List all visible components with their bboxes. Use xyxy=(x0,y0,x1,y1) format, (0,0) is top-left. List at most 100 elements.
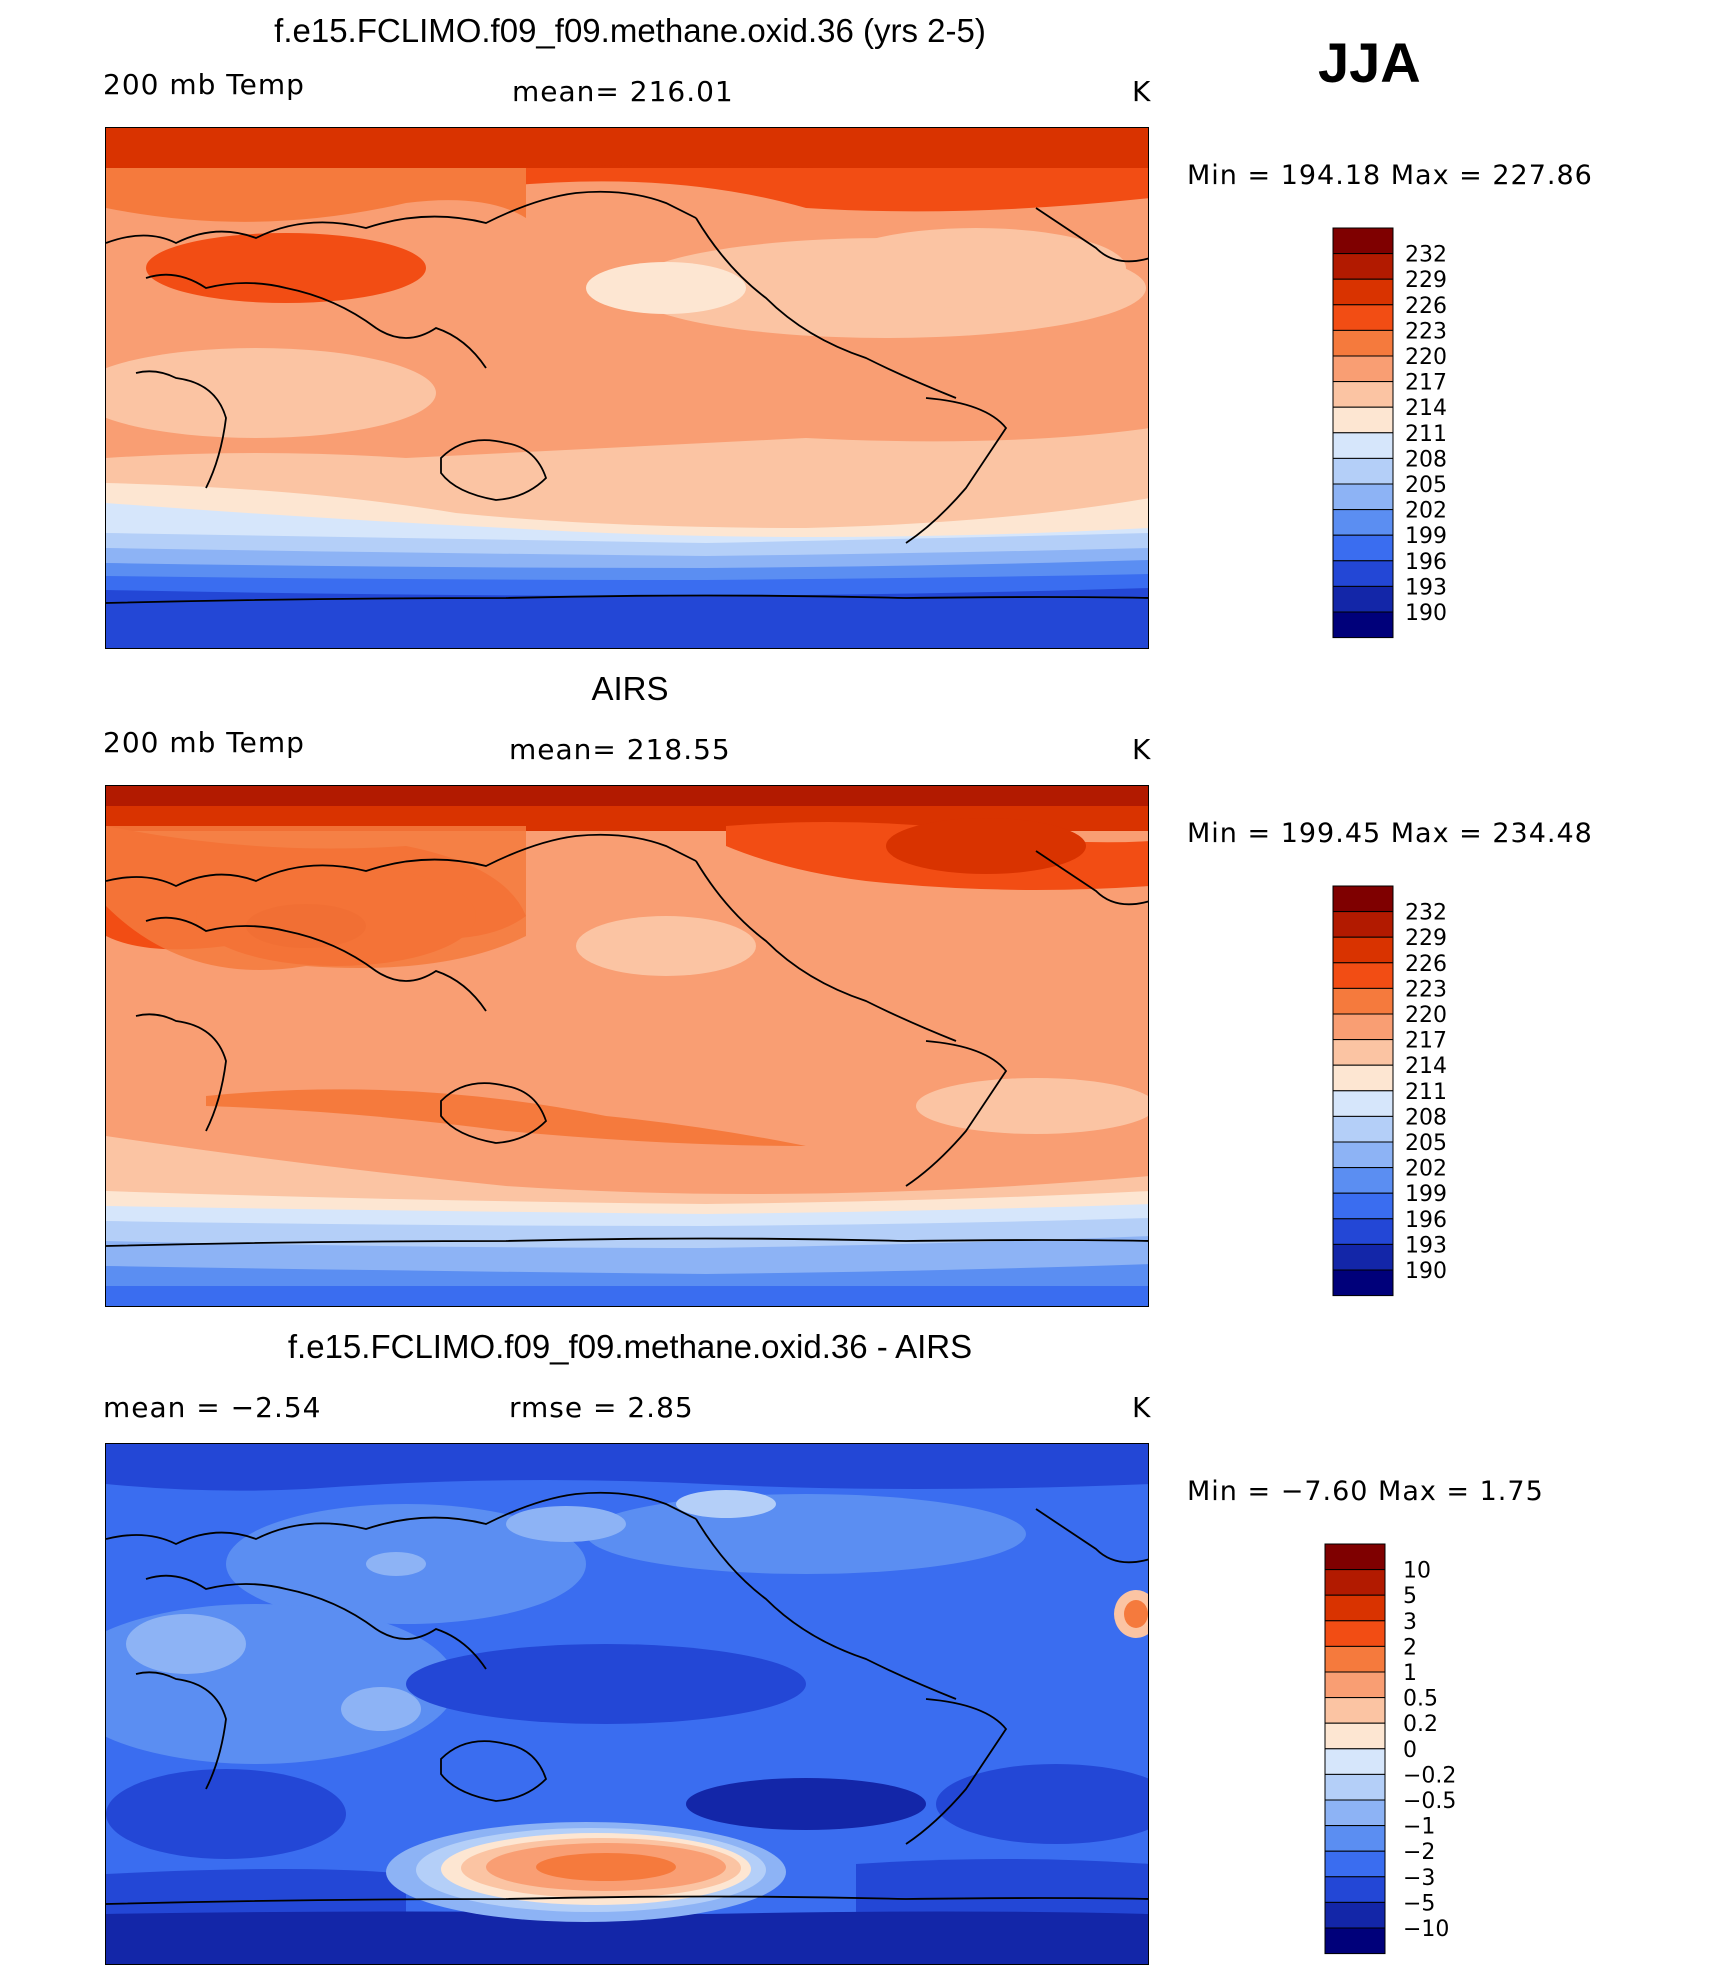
panel1-colorbar-tick-label: 232 xyxy=(1405,243,1447,268)
panel2-colorbar-tick-label: 211 xyxy=(1405,1080,1447,1105)
panel3-colorbar-swatch xyxy=(1324,1543,1386,1571)
panel3-colorbar-tick-label: 0.5 xyxy=(1403,1687,1438,1712)
panel2-unit: K xyxy=(1132,733,1152,766)
panel1-colorbar-swatch xyxy=(1332,483,1394,511)
panel1-colorbar-swatch xyxy=(1332,585,1394,613)
panel1-colorbar-tick-label: 229 xyxy=(1405,268,1447,293)
panel2-colorbar-swatch xyxy=(1332,987,1394,1015)
panel1-colorbar-swatch xyxy=(1332,278,1394,306)
panel3-colorbar-swatch xyxy=(1324,1697,1386,1724)
panel2-minmax: Min = 199.45 Max = 234.48 xyxy=(1187,818,1593,849)
panel3-colorbar-tick-label: −1 xyxy=(1403,1815,1435,1840)
panel2-colorbar-swatch xyxy=(1332,962,1394,989)
panel3-colorbar-swatch xyxy=(1324,1799,1386,1827)
panel3-colorbar: 10 5 3 2 1 0.5 0.2 0 −0.2 −0.5 −1 −2 −3 −5 −10 xyxy=(1324,1543,1465,1964)
panel1-colorbar-tick-label: 217 xyxy=(1405,371,1447,396)
panel2-colorbar-swatch xyxy=(1332,1167,1394,1194)
panel1-colorbar-swatch xyxy=(1332,329,1394,357)
panel2-colorbar-svg: 2322292262232202172142112082052021991961… xyxy=(1332,885,1447,1297)
panel1-colorbar-tick-label: 220 xyxy=(1405,345,1447,370)
panel3-colorbar-swatch xyxy=(1324,1569,1386,1596)
panel3-colorbar-swatch xyxy=(1324,1825,1386,1852)
panel2-title: AIRS xyxy=(591,670,669,707)
panel2-colorbar-tick-label: 217 xyxy=(1405,1029,1447,1054)
panel2-colorbar: 232 229 226 223 220 217 214 211 208 205 202 199 196 1… xyxy=(1332,885,1453,1306)
panel1-colorbar-tick-label: 223 xyxy=(1405,319,1447,344)
panel1-colorbar-tick-label: 226 xyxy=(1405,294,1447,319)
panel3-colorbar-tick-label: −0.5 xyxy=(1403,1789,1456,1814)
panel2-map xyxy=(105,785,1149,1307)
panel1-colorbar-swatch xyxy=(1332,432,1394,459)
panel1-colorbar-swatch xyxy=(1332,381,1394,408)
panel2-colorbar-tick-label: 226 xyxy=(1405,952,1447,977)
panel1-colorbar-swatch xyxy=(1332,253,1394,280)
panel3-colorbar-swatch xyxy=(1324,1927,1386,1955)
panel1-unit: K xyxy=(1132,75,1152,108)
season-label: JJA xyxy=(1318,31,1421,94)
panel3-colorbar-swatch xyxy=(1324,1748,1386,1775)
panel2-colorbar-swatch xyxy=(1332,936,1394,964)
panel1-colorbar-swatch xyxy=(1332,457,1394,485)
panel3-colorbar-tick-label: 3 xyxy=(1403,1610,1417,1635)
panel2-colorbar-tick-label: 199 xyxy=(1405,1182,1447,1207)
panel1-colorbar-swatch xyxy=(1332,611,1394,639)
panel1-colorbar-tick-label: 211 xyxy=(1405,422,1447,447)
panel2-colorbar-tick-label: 220 xyxy=(1405,1003,1447,1028)
panel3-colorbar-tick-label: 0 xyxy=(1403,1738,1417,1763)
panel2-colorbar-tick-label: 208 xyxy=(1405,1105,1447,1130)
panel3-colorbar-swatch xyxy=(1324,1773,1386,1801)
panel2-colorbar-tick-label: 223 xyxy=(1405,977,1447,1002)
panel2-colorbar-swatch xyxy=(1332,1013,1394,1041)
panel2-colorbar-tick-label: 196 xyxy=(1405,1208,1447,1233)
panel1-colorbar-tick-label: 208 xyxy=(1405,447,1447,472)
panel1-minmax: Min = 194.18 Max = 227.86 xyxy=(1187,160,1593,191)
panel2-colorbar-swatch xyxy=(1332,1141,1394,1169)
panel2-colorbar-tick-label: 190 xyxy=(1405,1259,1447,1284)
panel3-colorbar-swatch xyxy=(1324,1594,1386,1622)
panel3-unit: K xyxy=(1132,1391,1152,1424)
panel2-colorbar-swatch xyxy=(1332,885,1394,913)
panel1-map xyxy=(105,127,1149,649)
panel1-colorbar-swatch xyxy=(1332,406,1394,434)
panel3-colorbar-tick-label: 10 xyxy=(1403,1559,1431,1584)
panel1-colorbar-swatch xyxy=(1332,534,1394,562)
panel1-colorbar-svg: 2322292262232202172142112082052021991961… xyxy=(1332,227,1447,639)
panel1-colorbar-tick-label: 199 xyxy=(1405,524,1447,549)
panel3-minmax: Min = −7.60 Max = 1.75 xyxy=(1187,1476,1544,1507)
panel3-colorbar-tick-label: −2 xyxy=(1403,1840,1435,1865)
panel3-colorbar-swatch xyxy=(1324,1722,1386,1750)
panel1-colorbar-tick-label: 214 xyxy=(1405,396,1447,421)
panel2-colorbar-swatch xyxy=(1332,1064,1394,1092)
panel2-colorbar-swatch xyxy=(1332,1243,1394,1271)
panel3-colorbar-swatch xyxy=(1324,1645,1386,1673)
panel3-colorbar-swatch xyxy=(1324,1876,1386,1903)
panel2-colorbar-swatch xyxy=(1332,1192,1394,1220)
panel1-colorbar: 232 229 226 223 220 217 214 211 208 205 202 199 196 1… xyxy=(1332,227,1453,648)
panel1-colorbar-tick-label: 202 xyxy=(1405,499,1447,524)
panel1-left-label: 200 mb Temp xyxy=(103,68,305,101)
panel3-colorbar-tick-label: −0.2 xyxy=(1403,1763,1456,1788)
panel1-colorbar-tick-label: 196 xyxy=(1405,550,1447,575)
panel3-colorbar-tick-label: −5 xyxy=(1403,1891,1435,1916)
panel1-colorbar-tick-label: 205 xyxy=(1405,473,1447,498)
panel1-colorbar-swatch xyxy=(1332,304,1394,331)
panel3-colorbar-swatch xyxy=(1324,1620,1386,1647)
panel2-colorbar-tick-label: 193 xyxy=(1405,1233,1447,1258)
panel3-title: f.e15.FCLIMO.f09_f09.methane.oxid.36 - A… xyxy=(287,1328,973,1365)
panel1-colorbar-swatch xyxy=(1332,560,1394,587)
panel3-colorbar-swatch xyxy=(1324,1671,1386,1699)
panel3-colorbar-tick-label: 2 xyxy=(1403,1635,1417,1660)
panel2-colorbar-tick-label: 202 xyxy=(1405,1157,1447,1182)
panel3-colorbar-swatch xyxy=(1324,1850,1386,1878)
panel2-colorbar-tick-label: 229 xyxy=(1405,926,1447,951)
panel1-title: f.e15.FCLIMO.f09_f09.methane.oxid.36 (yr… xyxy=(274,12,986,49)
panel2-colorbar-swatch xyxy=(1332,911,1394,938)
panel2-mean: mean= 218.55 xyxy=(509,733,731,766)
panel1-colorbar-swatch xyxy=(1332,355,1394,383)
panel2-left-label: 200 mb Temp xyxy=(103,726,305,759)
panel3-colorbar-tick-label: 0.2 xyxy=(1403,1712,1438,1737)
panel3-colorbar-swatch xyxy=(1324,1901,1386,1929)
panel1-colorbar-swatch xyxy=(1332,509,1394,536)
panel3-map xyxy=(105,1443,1149,1965)
